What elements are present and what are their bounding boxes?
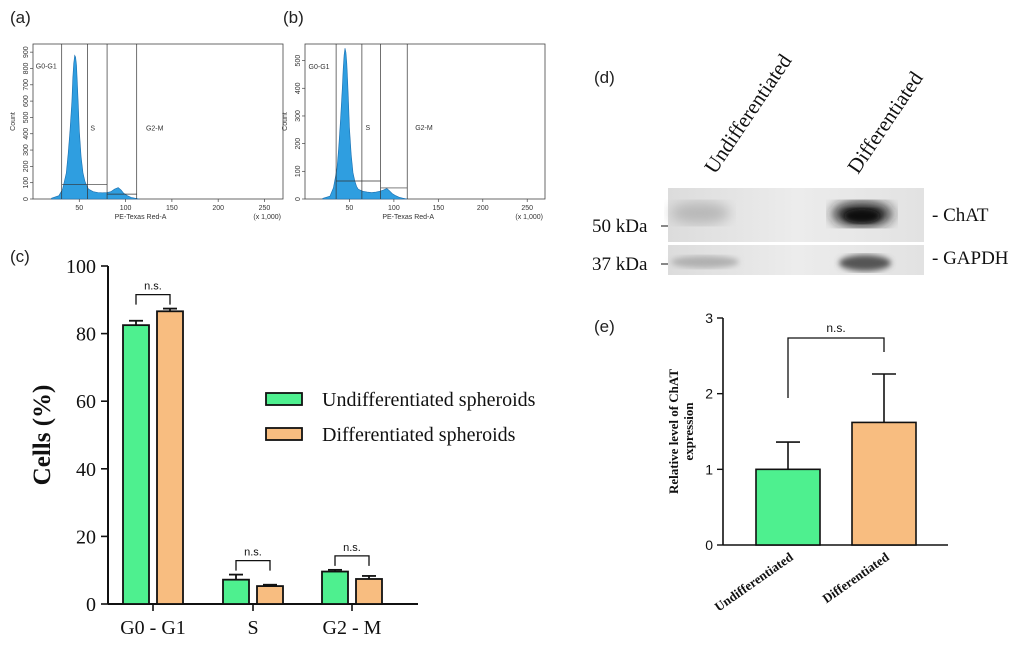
y-tick-label: 100 — [295, 165, 302, 177]
x-scale-note: (x 1,000) — [515, 214, 543, 221]
gate-label: G0-G1 — [309, 64, 330, 71]
y-axis-label: Cells (%) — [29, 385, 56, 486]
legend-label: Differentiated spheroids — [322, 424, 516, 446]
y-axis-label: Count — [282, 112, 289, 131]
x-scale-note: (x 1,000) — [253, 214, 281, 221]
significance-bracket — [135, 293, 171, 305]
x-tick-label: 100 — [120, 205, 132, 212]
y-tick-label: 300 — [295, 110, 302, 122]
band-label-gapdh: - GAPDH — [932, 248, 1009, 269]
significance-label: n.s. — [144, 281, 162, 293]
y-tick-label: 100 — [23, 177, 30, 189]
x-axis-label: PE-Texas Red-A — [115, 214, 167, 221]
band-gapdh-differentiated — [839, 255, 891, 271]
plot-frame — [304, 43, 546, 200]
x-tick-label: Undifferentiated — [712, 549, 797, 615]
legend-swatch — [265, 427, 303, 441]
y-tick-label: 400 — [23, 128, 30, 140]
y-tick-label: 3 — [705, 310, 713, 326]
significance-bracket — [334, 555, 370, 566]
x-tick-label: 50 — [75, 205, 83, 212]
blot-lane-label-differentiated: Differentiated — [842, 67, 928, 178]
panel-label-e: (e) — [594, 317, 615, 336]
y-tick-label: 500 — [23, 111, 30, 123]
panel-label-d: (d) — [594, 68, 615, 87]
significance-bracket — [235, 559, 271, 571]
band-gapdh-undifferentiated — [671, 256, 739, 268]
y-tick-label: 800 — [23, 63, 30, 75]
y-axis-label: Count — [10, 112, 17, 131]
legend-swatch — [265, 392, 303, 406]
x-tick-label: 200 — [212, 205, 224, 212]
marker-50kda: 50 kDa — [592, 216, 648, 237]
y-axis-label: Relative level of ChATexpression — [666, 369, 696, 494]
blot-lane-label-undifferentiated: Undifferentiated — [699, 49, 797, 178]
significance-label: n.s. — [244, 547, 262, 559]
x-tick-label: 150 — [432, 205, 444, 212]
cell-cycle-bar-chart: 0 20 40 60 80 100 n.s. G0 - G1 n.s. Sn.s. G2 - M Ce… — [29, 256, 536, 639]
y-tick-label: 600 — [23, 95, 30, 107]
y-tick-label: 2 — [705, 386, 713, 402]
bar-differentiated — [256, 585, 284, 605]
y-tick-label: 500 — [295, 55, 302, 67]
legend-label: Undifferentiated spheroids — [322, 389, 536, 411]
marker-37kda: 37 kDa — [592, 254, 648, 275]
x-axis-label: PE-Texas Red-A — [382, 214, 434, 221]
y-tick-label: 60 — [76, 391, 96, 413]
histogram-area — [51, 54, 140, 200]
bar-undifferentiated — [755, 468, 821, 546]
x-tick-label: S — [247, 617, 258, 639]
y-tick-label: 0 — [295, 197, 302, 201]
gate-label: G2-M — [146, 125, 164, 132]
flow-histogram-a: G0-G1 S G2-M 50 100 150 200 250 0 100 200 300 400 500… — [10, 43, 284, 221]
x-tick-label: G2 - M — [323, 617, 382, 639]
bar-undifferentiated — [222, 578, 250, 605]
y-tick-label: 300 — [23, 144, 30, 156]
bar-differentiated — [156, 310, 184, 605]
y-tick-label: 0 — [23, 197, 30, 201]
bar-differentiated — [355, 578, 383, 605]
gate-label: S — [365, 125, 370, 132]
y-tick-label: 400 — [295, 82, 302, 94]
x-tick-label: 250 — [521, 205, 533, 212]
panel-label-a: (a) — [10, 8, 31, 27]
gate-label: G2-M — [415, 125, 433, 132]
x-tick-label: 150 — [166, 205, 178, 212]
gate-label: G0-G1 — [36, 63, 57, 70]
plot-frame — [32, 43, 284, 200]
bar-undifferentiated — [122, 324, 150, 605]
band-chat-undifferentiated — [670, 202, 730, 224]
y-tick-label: 100 — [66, 256, 96, 278]
flow-histogram-b: G0-G1 S G2-M 50 100 150 200 250 0 100 200 300 400 500… — [282, 43, 546, 221]
x-tick-label: 200 — [477, 205, 489, 212]
y-tick-label: 200 — [23, 160, 30, 172]
x-tick-label: 250 — [259, 205, 271, 212]
y-tick-label: 40 — [76, 459, 96, 481]
gate-label: S — [90, 125, 95, 132]
y-tick-label: 1 — [705, 461, 713, 477]
western-blot: Undifferentiated Differentiated 50 kDa 3… — [592, 49, 1009, 275]
x-tick-label: Differentiated — [819, 549, 892, 606]
chat-expression-bar-chart: 0 1 2 3 Undifferentiated Differentiated n.s. Re… — [666, 310, 948, 614]
y-tick-label: 0 — [705, 537, 713, 553]
bar-differentiated — [851, 421, 917, 546]
y-tick-label: 200 — [295, 138, 302, 150]
significance-bracket — [787, 337, 885, 398]
panel-label-c: (c) — [10, 247, 30, 266]
panel-label-b: (b) — [283, 8, 304, 27]
x-tick-label: 100 — [388, 205, 400, 212]
y-tick-label: 0 — [86, 594, 96, 616]
significance-label: n.s. — [826, 321, 845, 335]
histogram-area — [322, 48, 408, 200]
y-tick-label: 80 — [76, 324, 96, 346]
x-tick-label: 50 — [346, 205, 354, 212]
significance-label: n.s. — [343, 542, 361, 554]
bar-undifferentiated — [321, 570, 349, 605]
x-tick-label: G0 - G1 — [120, 617, 186, 639]
y-tick-label: 20 — [76, 526, 96, 548]
y-tick-label: 700 — [23, 79, 30, 91]
y-tick-label: 900 — [23, 46, 30, 58]
band-label-chat: - ChAT — [932, 205, 989, 226]
